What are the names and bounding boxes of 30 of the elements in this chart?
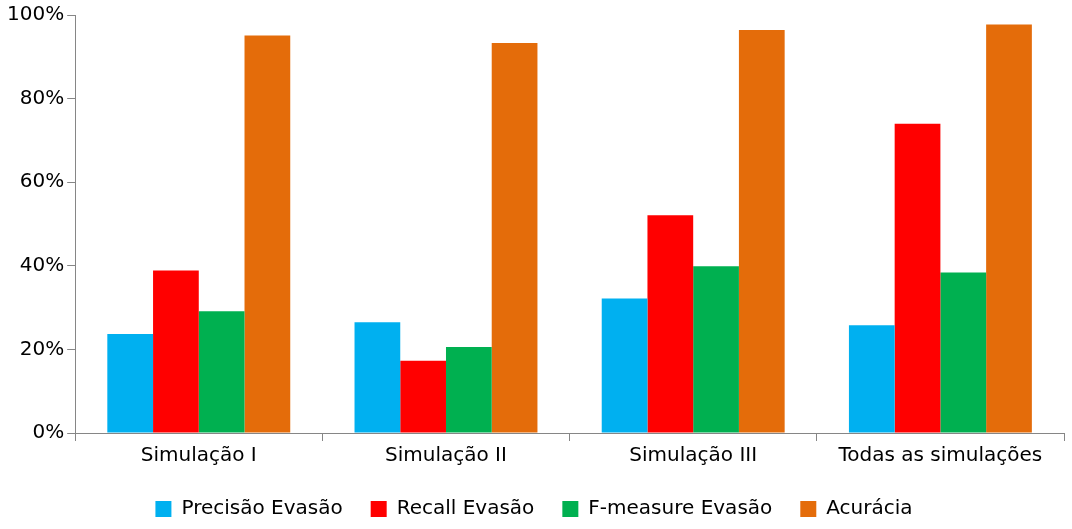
bar (601, 298, 648, 433)
y-tick-label: 20% (19, 335, 65, 360)
bar (647, 215, 694, 433)
bar (693, 266, 739, 433)
bar (848, 325, 895, 433)
bar (445, 346, 492, 433)
y-tick-label: 80% (19, 84, 65, 109)
bar (491, 43, 538, 433)
legend-label: Precisão Evasão (181, 495, 343, 520)
legend-label: F-measure Evasão (588, 495, 773, 520)
bar (400, 360, 446, 433)
y-tick-label: 60% (19, 168, 65, 193)
bar (986, 24, 1032, 433)
y-tick-label: 100% (6, 1, 65, 26)
x-tick-label: Simulação II (385, 442, 507, 467)
legend-label: Recall Evasão (396, 495, 535, 520)
bar (107, 333, 154, 433)
x-tick-label: Simulação I (140, 442, 257, 467)
bar (894, 123, 941, 433)
bar (198, 311, 245, 433)
bar (244, 35, 291, 433)
bar (354, 322, 401, 433)
bar (153, 270, 199, 433)
bar (738, 30, 785, 433)
y-tick-label: 40% (19, 252, 65, 276)
y-tick-label: 0% (32, 419, 65, 444)
legend-label: Acurácia (826, 495, 913, 520)
bar (940, 272, 987, 433)
x-tick-label: Simulação III (629, 442, 758, 467)
x-tick-label: Todas as simulações (837, 442, 1043, 467)
